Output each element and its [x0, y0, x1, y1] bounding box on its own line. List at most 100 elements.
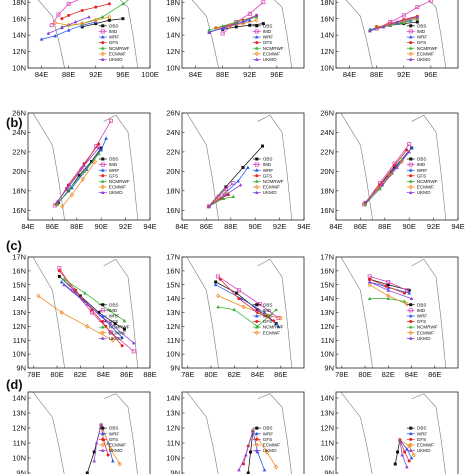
track-point-obs	[121, 17, 125, 21]
track-line-imd	[376, 0, 432, 29]
track-point-ncmrwf	[216, 305, 220, 309]
track-line-ecmwf	[369, 284, 408, 305]
x-tick-label: 88E	[62, 70, 75, 79]
y-tick-label: 12N	[166, 47, 180, 56]
map-panel-1: 10N 12N 14N 16N 18N 84E 88E 92E 96E 100E OBSIMDWRF…	[12, 0, 159, 79]
track-point-ecmwf	[274, 464, 279, 470]
track-point-ukmo	[405, 465, 409, 469]
legend-marker	[101, 41, 105, 45]
x-tick-label: 88E	[216, 70, 229, 79]
track-point-imd	[404, 288, 409, 293]
track-point-obs	[99, 146, 103, 150]
legend-marker	[408, 330, 413, 336]
track-point-gfs	[368, 277, 372, 281]
legend-marker	[254, 51, 259, 57]
track-line-ncmrwf	[57, 153, 100, 205]
y-tick-label: 14N	[12, 31, 26, 40]
track-line-imd	[363, 143, 410, 205]
legend-marker	[101, 24, 105, 28]
track-point-ecmwf	[404, 301, 409, 307]
track-point-ukmo	[395, 165, 399, 169]
legend-marker	[408, 325, 413, 329]
legend-marker	[100, 51, 105, 57]
legend-marker	[254, 179, 259, 183]
track-point-wrf	[246, 165, 250, 169]
track-line-ecmwf	[100, 424, 121, 465]
x-tick-label: 84E	[97, 370, 110, 379]
track-point-ecmwf	[69, 192, 74, 198]
track-point-ukmo	[368, 29, 372, 33]
legend-label: ECMWF	[109, 185, 127, 190]
panel-frame-5	[181, 112, 305, 221]
track-point-ukmo	[367, 280, 372, 284]
legend-marker	[254, 308, 259, 313]
y-tick-label: 14N	[12, 394, 26, 403]
legend-marker	[409, 437, 413, 441]
panel-frame-4	[27, 112, 151, 221]
x-tick-label: 94E	[143, 222, 156, 231]
track-point-gfs	[106, 453, 110, 457]
track-line-ukmo	[63, 284, 134, 344]
y-tick-label: 9N	[16, 469, 26, 474]
legend-marker	[254, 448, 259, 452]
track-point-obs	[393, 165, 397, 169]
legend-marker	[408, 162, 413, 167]
track-point-ecmwf	[250, 428, 255, 434]
x-tick-label: 86E	[200, 222, 213, 231]
coastline-11	[186, 392, 292, 474]
track-point-ecmwf	[93, 159, 98, 165]
y-tick-label: 10N	[12, 64, 26, 73]
x-tick-label: 86E	[354, 222, 367, 231]
track-point-ukmo	[381, 24, 386, 29]
tracks-8	[213, 274, 283, 328]
legend-marker	[409, 320, 413, 324]
track-point-imd	[109, 118, 113, 123]
y-tick-label: 22N	[166, 148, 180, 157]
track-point-ncmrwf	[100, 15, 105, 19]
track-line-ncmrwf	[63, 278, 125, 322]
y-tick-label: 9N	[16, 364, 26, 373]
y-tick-label: 24N	[320, 128, 334, 137]
coastline-9	[340, 257, 447, 368]
track-point-obs	[248, 23, 252, 27]
track-line-imd	[59, 267, 134, 352]
legend-label: ECMWF	[109, 443, 127, 448]
y-tick-label: 16N	[320, 266, 334, 275]
legend-marker	[409, 303, 413, 307]
track-point-ukmo	[131, 341, 136, 345]
y-tick-label: 17N	[166, 253, 180, 262]
track-point-gfs	[107, 2, 111, 6]
legend-marker	[101, 303, 105, 307]
y-tick-label: 9N	[170, 469, 180, 474]
legend-label: OBS	[263, 426, 273, 431]
legend-label: IMD	[417, 29, 426, 34]
legend-marker	[408, 179, 413, 183]
legend-marker	[101, 320, 105, 324]
legend-marker	[100, 35, 105, 39]
panel-frame-9	[335, 256, 459, 369]
y-tick-label: 12N	[12, 322, 26, 331]
track-point-obs	[249, 450, 253, 454]
y-tick-label: 12N	[12, 47, 26, 56]
track-point-imd	[415, 5, 420, 10]
legend-label: GFS	[109, 437, 118, 442]
x-tick-label: 86E	[120, 370, 133, 379]
track-line-ukmo	[365, 151, 410, 203]
legend-marker	[254, 35, 259, 39]
legend-label: GFS	[263, 40, 272, 45]
track-point-ecmwf	[215, 293, 221, 299]
coastline-8	[186, 257, 293, 368]
track-point-ecmwf	[407, 443, 412, 449]
legend-marker	[100, 57, 105, 61]
track-point-wrf	[39, 37, 44, 41]
legend-marker	[100, 184, 105, 190]
track-point-ukmo	[108, 321, 113, 325]
legend-label: IMD	[109, 308, 118, 313]
legend-label: IMD	[263, 29, 272, 34]
